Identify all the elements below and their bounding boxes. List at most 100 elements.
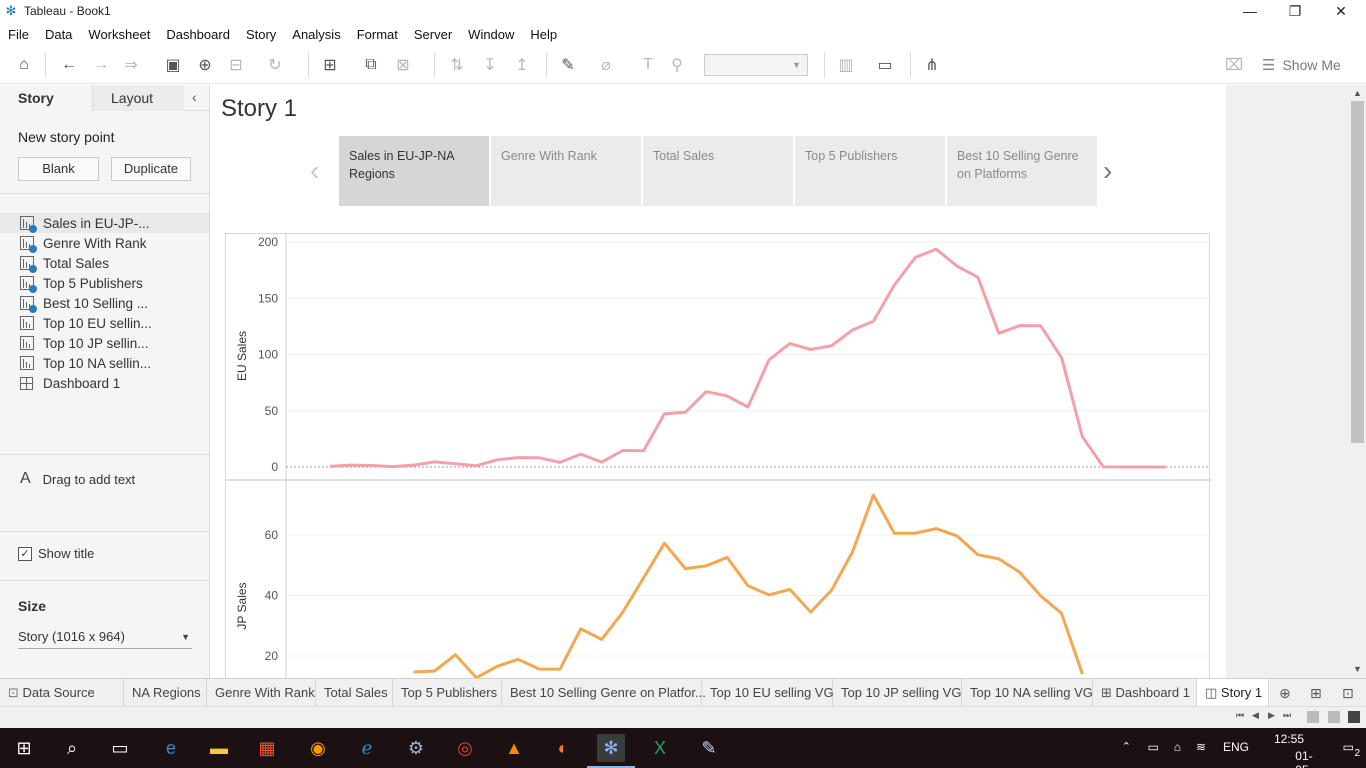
highlight-icon[interactable]: ✎	[561, 57, 575, 74]
tab-top-10-eu-selling-vg[interactable]: Top 10 EU selling VG	[702, 679, 834, 707]
save-icon[interactable]: ▣	[165, 57, 181, 74]
vertical-scrollbar[interactable]: ▲ ▼	[1349, 85, 1366, 678]
show-tabs-icon[interactable]	[1348, 711, 1360, 723]
edge-browser-icon[interactable]: e	[165, 737, 176, 758]
pause-updates-icon[interactable]: ⊟	[229, 57, 243, 74]
firefox-icon[interactable]: ◐	[557, 737, 569, 758]
show-title-checkbox[interactable]: ✓ Show title	[18, 546, 94, 561]
menu-story[interactable]: Story	[245, 26, 277, 42]
tab-story[interactable]: Story	[0, 85, 92, 111]
next-story-point-icon[interactable]: ›	[1103, 155, 1113, 186]
story-sheet-item[interactable]: Best 10 Selling ...	[0, 293, 209, 313]
show-sheet-sorter-icon[interactable]	[1328, 711, 1340, 723]
scroll-down-icon[interactable]: ▼	[1353, 664, 1362, 674]
scroll-up-icon[interactable]: ▲	[1353, 88, 1362, 98]
network-icon[interactable]: ⌂	[1173, 740, 1181, 754]
clock-date[interactable]: 01-05-2023	[1295, 749, 1313, 768]
paint-icon[interactable]: ✎	[701, 737, 717, 758]
wifi-icon[interactable]: ≋	[1195, 740, 1206, 754]
next-sheet-icon[interactable]: ▶	[1268, 710, 1275, 720]
blank-button[interactable]: Blank	[18, 157, 99, 181]
tab-total-sales[interactable]: Total Sales	[316, 679, 393, 707]
menu-worksheet[interactable]: Worksheet	[88, 26, 151, 42]
control-panel-icon[interactable]: ⚙	[407, 737, 425, 758]
internet-explorer-icon[interactable]: ℯ	[361, 737, 373, 758]
close-button[interactable]: ✕	[1335, 2, 1347, 19]
tab-top-5-publishers[interactable]: Top 5 Publishers	[393, 679, 502, 707]
menu-file[interactable]: File	[8, 26, 29, 42]
minimize-button[interactable]: —	[1243, 3, 1257, 19]
presentation-mode-icon[interactable]: ▭	[877, 57, 893, 74]
battery-icon[interactable]: ▭	[1147, 740, 1159, 754]
menu-server[interactable]: Server	[413, 26, 453, 42]
collapse-panel-icon[interactable]: ‹	[192, 89, 197, 105]
checkbox-checked-icon[interactable]: ✓	[18, 546, 32, 561]
tab-data-source[interactable]: ⊡ Data Source	[0, 679, 124, 707]
story-sheet-item[interactable]: Top 10 NA sellin...	[0, 353, 209, 373]
story-point-1[interactable]: Sales in EU-JP-NA Regions	[339, 136, 489, 206]
menu-window[interactable]: Window	[468, 26, 515, 42]
first-sheet-icon[interactable]: ⏮	[1236, 710, 1245, 720]
show-mark-labels-icon[interactable]: T	[643, 56, 653, 73]
show-me-button[interactable]: ☰ Show Me	[1262, 55, 1341, 75]
tab-top-10-jp-selling-vg[interactable]: Top 10 JP selling VG	[833, 679, 962, 707]
duplicate-sheet-icon[interactable]: ⧉	[365, 56, 377, 73]
tab-layout[interactable]: Layout	[92, 85, 184, 111]
microsoft-store-icon[interactable]: ▦	[258, 737, 276, 758]
format-painter-icon[interactable]: ⌧	[1224, 57, 1244, 74]
new-story-icon[interactable]: ⊡	[1342, 685, 1354, 701]
story-point-3[interactable]: Total Sales	[643, 136, 793, 206]
refresh-icon[interactable]: ↻	[268, 57, 282, 74]
story-sheet-item[interactable]: Total Sales	[0, 253, 209, 273]
restore-button[interactable]: ❐	[1288, 2, 1302, 19]
new-dashboard-icon[interactable]: ⊞	[1310, 685, 1322, 701]
share-icon[interactable]: ⋔	[925, 57, 939, 74]
menu-help[interactable]: Help	[530, 26, 558, 42]
show-hidden-icons-icon[interactable]: ⌃	[1121, 741, 1131, 753]
menu-dashboard[interactable]: Dashboard	[166, 26, 230, 42]
story-point-5[interactable]: Best 10 Selling Genre on Platforms	[947, 136, 1097, 206]
menu-format[interactable]: Format	[356, 26, 398, 42]
tab-dashboard-1[interactable]: ⊞ Dashboard 1	[1093, 679, 1197, 707]
notification-icon[interactable]: ▭	[1342, 740, 1354, 754]
menu-analysis[interactable]: Analysis	[292, 26, 341, 42]
story-sheet-item[interactable]: Top 10 EU sellin...	[0, 313, 209, 333]
swap-rows-columns-icon[interactable]: ⇅	[450, 57, 464, 74]
tab-best-10-selling-genre[interactable]: Best 10 Selling Genre on Platfor...	[502, 679, 706, 707]
task-view-icon[interactable]: ▭	[111, 737, 129, 758]
sort-descending-icon[interactable]: ↥	[515, 57, 529, 74]
size-dropdown[interactable]: Story (1016 x 964) ▼	[18, 627, 192, 649]
tab-genre-with-rank[interactable]: Genre With Rank	[207, 679, 316, 707]
tab-top-10-na-selling-vg[interactable]: Top 10 NA selling VG	[962, 679, 1093, 707]
sort-ascending-icon[interactable]: ↧	[483, 57, 497, 74]
drag-text-object[interactable]: A Drag to add text	[20, 470, 135, 488]
tab-story-1[interactable]: ◫ Story 1	[1197, 679, 1269, 707]
show-cards-icon[interactable]: ▥	[838, 57, 854, 74]
menu-data[interactable]: Data	[44, 26, 73, 42]
windows-start-icon[interactable]: ⊞	[16, 737, 32, 758]
group-members-icon[interactable]: ⌀	[601, 57, 611, 74]
story-sheet-item[interactable]: Top 5 Publishers	[0, 273, 209, 293]
tab-na-regions[interactable]: NA Regions	[124, 679, 207, 707]
clear-sheet-icon[interactable]: ⊠	[396, 57, 410, 74]
search-icon[interactable]: ⌕	[66, 737, 78, 758]
story-sheet-item[interactable]: Dashboard 1	[0, 373, 209, 393]
story-point-2[interactable]: Genre With Rank	[491, 136, 641, 206]
new-data-source-icon[interactable]: ⊕	[198, 57, 212, 74]
new-worksheet-icon[interactable]: ⊕	[1279, 685, 1291, 701]
vlc-icon[interactable]: ▲	[505, 737, 523, 758]
chrome-icon[interactable]: ◎	[457, 737, 473, 758]
new-worksheet-icon[interactable]: ⊞	[323, 57, 337, 74]
redo-icon[interactable]: →	[93, 56, 109, 73]
file-explorer-icon[interactable]: ▬	[210, 737, 228, 758]
story-sheet-item[interactable]: Genre With Rank	[0, 233, 209, 253]
prev-sheet-icon[interactable]: ◀	[1252, 710, 1259, 720]
duplicate-button[interactable]: Duplicate	[111, 157, 191, 181]
uc-browser-icon[interactable]: ◉	[310, 737, 326, 758]
language-indicator[interactable]: ENG	[1222, 740, 1249, 754]
show-filmstrip-icon[interactable]	[1307, 711, 1319, 723]
scrollbar-thumb[interactable]	[1351, 101, 1364, 443]
story-sheet-item[interactable]: Sales in EU-JP-...	[0, 213, 209, 233]
home-icon[interactable]: ⌂	[19, 56, 29, 73]
undo-icon[interactable]: ←	[61, 56, 77, 73]
